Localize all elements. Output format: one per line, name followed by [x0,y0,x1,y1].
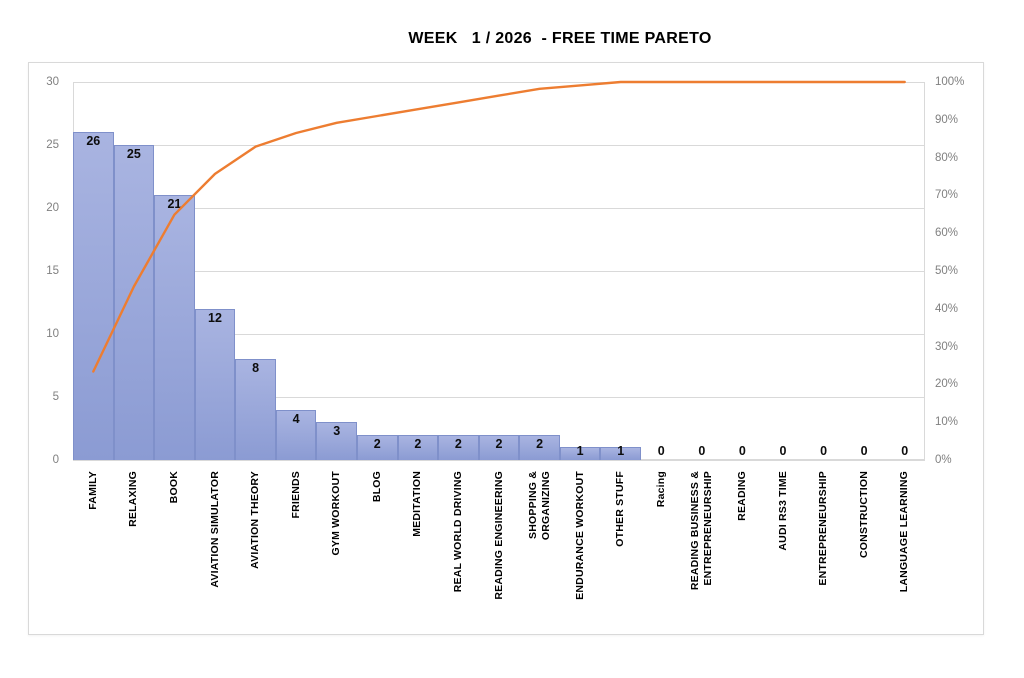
bar-5 [275,409,317,460]
bar-value-label: 0 [779,444,787,458]
bar-3 [194,308,236,460]
category-label: BOOK [167,471,180,504]
category-label: BLOG [370,471,383,503]
category-label: READING BUSINESS & ENTREPRENEURSHIP [688,471,714,591]
right-axis-tick: 0% [935,454,952,466]
right-axis-tick: 50% [935,265,959,277]
category-label: READING ENGINEERING [492,471,505,600]
bar-value-label: 2 [454,436,462,451]
gridline [73,208,925,209]
category-label: CONSTRUCTION [857,471,870,558]
cumulative-percent-polyline [92,80,906,373]
left-axis-tick: 25 [46,139,59,151]
bar-value-label: 2 [495,436,503,451]
bar-value-label: 21 [167,197,182,212]
category-label: ENDURANCE WORKOUT [573,471,586,600]
bar-value-label: 0 [738,444,746,458]
bar-8 [397,434,439,460]
category-label: ENTREPRENEURSHIP [817,471,830,586]
bar-value-label: 0 [820,444,828,458]
gridline [73,334,925,335]
category-label: READING [735,471,748,521]
gridline [73,145,925,146]
category-label: SHOPPING & ORGANIZING [526,471,552,541]
bar-value-label: 2 [373,436,381,451]
bar-1 [113,145,155,460]
bar-value-label: 26 [86,134,101,149]
bar-9 [438,434,479,460]
bar-13 [600,447,641,460]
bar-11 [519,434,560,460]
right-axis-tick: 30% [935,340,959,353]
category-label: FRIENDS [289,471,302,519]
bar-value-label: 0 [698,444,706,458]
category-label: Racing [654,471,667,508]
bar-value-label: 8 [252,361,260,376]
left-axis-tick: 5 [52,391,59,403]
category-label: MEDITATION [411,471,424,537]
bar-value-label: 2 [414,436,422,451]
gridline [73,397,925,398]
left-axis-tick: 20 [46,202,59,214]
category-label: OTHER STUFF [614,471,627,547]
category-label: RELAXING [127,471,140,527]
bar-6 [316,422,357,460]
right-axis-tick: 10% [935,416,959,429]
category-label: AUDI RS3 TIME [776,471,789,551]
bar-value-label: 0 [901,444,909,458]
bar-value-label: 0 [860,444,868,458]
bar-value-label: 1 [617,444,625,458]
bar-4 [235,359,276,460]
bar-7 [357,434,398,460]
category-label: AVIATION THEORY [249,471,262,569]
gridline [73,460,925,461]
bar-10 [478,434,520,460]
cumulative-percent-line [92,80,906,373]
category-label: FAMILY [86,471,99,510]
bar-value-label: 2 [536,436,544,451]
category-label: GYM WORKOUT [330,471,343,556]
gridline [73,271,925,272]
bar-value-label: 4 [292,411,300,426]
bar-value-label: 3 [333,424,341,439]
bar-value-label: 0 [657,444,665,458]
chart-frame[interactable]: 30 25 20 15 10 5 0 100% 90% 80% 70% 60% 50% 40% 30% 20%… [28,62,984,635]
right-axis-tick: 20% [935,378,959,391]
category-label: REAL WORLD DRIVING [451,471,464,593]
bar-value-label: 12 [208,310,222,325]
category-label: LANGUAGE LEARNING [898,471,911,593]
right-axis-tick: 90% [935,113,959,126]
right-axis-tick: 70% [935,189,959,202]
left-axis-tick: 0 [52,454,59,466]
left-axis-tick: 30 [46,76,59,88]
left-axis-tick: 10 [46,328,59,340]
chart-title: WEEK 1 / 2026 - FREE TIME PARETO [408,30,712,47]
bar-12 [559,447,601,460]
right-axis-tick: 100% [935,76,965,88]
left-axis-tick: 15 [46,265,59,277]
bar-value-label: 1 [576,444,584,458]
right-axis-tick: 60% [935,227,959,240]
right-axis-tick: 40% [935,302,959,315]
bar-value-label: 25 [126,147,141,161]
bar-0 [73,132,114,460]
category-label: AVIATION SIMULATOR [208,471,221,588]
right-axis-tick: 80% [935,151,959,164]
